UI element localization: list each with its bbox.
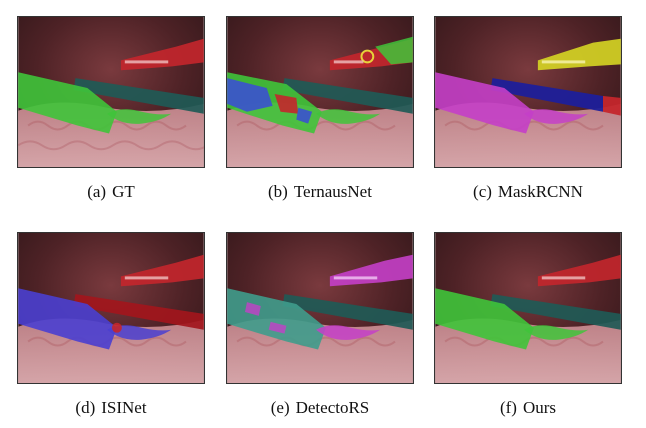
surgical-image-detectors [226, 232, 414, 384]
caption: (e) DetectoRS [226, 398, 414, 418]
subfigure-label: TernausNet [293, 182, 372, 201]
panel-ternausnet: (b) TernausNet [226, 16, 414, 201]
subfigure-tag: (e) [270, 398, 290, 417]
caption: (c) MaskRCNN [434, 182, 622, 202]
subfigure-tag: (a) [87, 182, 107, 201]
caption: (f) Ours [434, 398, 622, 418]
overlay-shaft [73, 78, 204, 114]
panel-maskrcnn: (c) MaskRCNN [434, 16, 622, 201]
caption: (d) ISINet [17, 398, 205, 418]
subfigure-label: Ours [522, 398, 557, 417]
subfigure-label: MaskRCNN [497, 182, 583, 201]
panel-detectors: (e) DetectoRS [226, 232, 414, 417]
surgical-image-ours [434, 232, 622, 384]
surgical-image-ternausnet [226, 16, 414, 168]
caption: (a) GT [17, 182, 205, 202]
panel-ours: (f) Ours [434, 232, 622, 417]
surgical-image-isinet [17, 232, 205, 384]
subfigure-label: GT [112, 182, 135, 201]
overlay-tool-left [18, 72, 117, 134]
subfigure-label: DetectoRS [295, 398, 370, 417]
subfigure-tag: (f) [499, 398, 517, 417]
surgical-image-gt [17, 16, 205, 168]
subfigure-tag: (d) [75, 398, 96, 417]
subfigure-tag: (b) [268, 182, 288, 201]
surgical-image-maskrcnn [434, 16, 622, 168]
panel-gt: (a) GT [17, 16, 205, 201]
panel-isinet: (d) ISINet [17, 232, 205, 417]
caption: (b) TernausNet [226, 182, 414, 202]
subfigure-label: ISINet [101, 398, 147, 417]
overlay-clamp [107, 109, 172, 124]
subfigure-tag: (c) [473, 182, 492, 201]
